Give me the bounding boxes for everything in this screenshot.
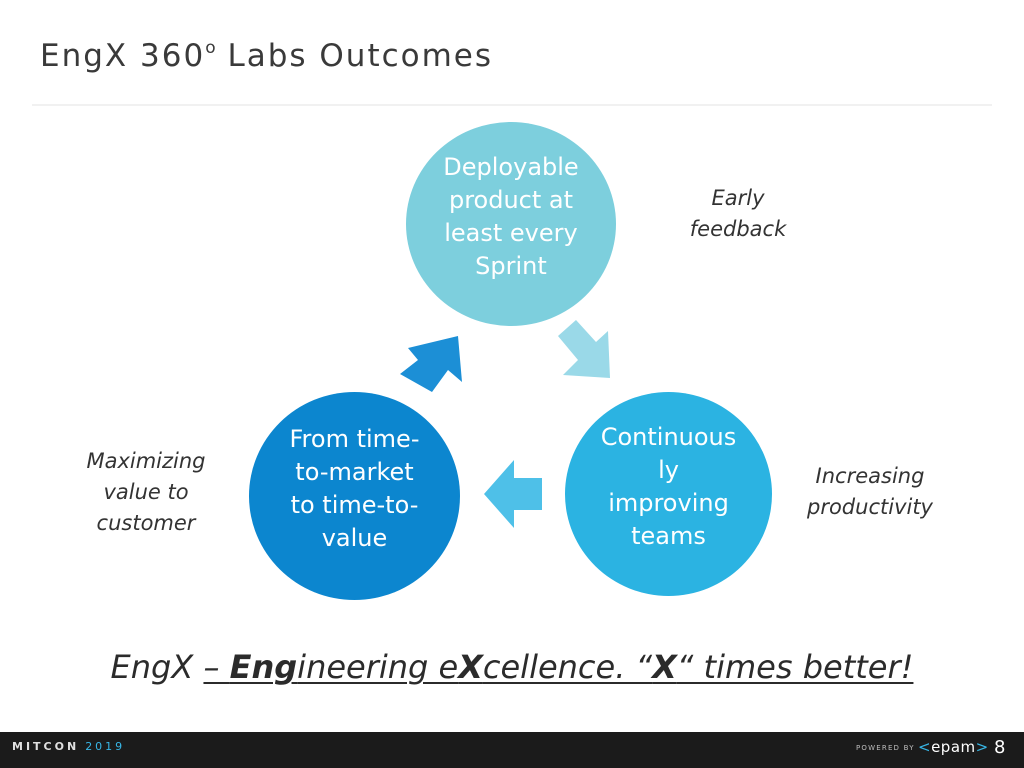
footer-bar: MITCON 2019 POWERED BY <epam> 8 [0,732,1024,768]
epam-logo: <epam> [918,738,989,756]
arrow-right-to-left-icon [484,460,542,528]
title-text: EngX 360 [40,38,206,74]
powered-by-label: POWERED BY [856,744,915,752]
page-number: 8 [994,737,1006,758]
tagline-rest: “ times better! [676,648,914,686]
tagline-lead: EngX [110,648,204,686]
tagline-dash: – [203,648,230,686]
epam-name: epam [931,738,976,756]
tagline-cellence: cellence. “ [482,648,653,686]
arrow-top-to-right-icon [558,320,610,378]
slide-title: EngX 360o Labs Outcomes [40,38,493,74]
tagline: EngX – Engineering eXcellence. “X“ times… [0,648,1024,686]
cycle-node-deployable: Deployable product at least every Sprint [406,122,616,326]
epam-bracket-left: < [918,738,932,756]
mitcon-logo: MITCON 2019 [12,740,125,753]
mitcon-logo-year: 2019 [85,740,126,753]
title-divider [32,104,992,106]
mitcon-logo-text: MITCON [12,740,80,753]
note-increasing-productivity: Increasing productivity [807,464,933,519]
note-maximizing-value: Maximizing value to customer [86,449,206,535]
cycle-node-value: From time- to-market to time-to- value [249,392,460,600]
epam-bracket-right: > [975,738,989,756]
tagline-x: X [458,648,483,686]
tagline-eng: Eng [229,648,298,686]
tagline-ineering: ineering e [297,648,459,686]
tagline-underlined: – Engineering eXcellence. “X“ times bett… [203,648,913,686]
tagline-x2: X [652,648,677,686]
title-degree: o [205,38,216,58]
title-rest: Labs Outcomes [215,38,494,74]
cycle-node-improving-label: Continuous ly improving teams [600,423,737,550]
arrow-left-to-top-icon [400,336,462,392]
cycle-node-improving: Continuous ly improving teams [565,392,772,596]
cycle-node-value-label: From time- to-market to time-to- value [289,425,420,552]
cycle-node-deployable-label: Deployable product at least every Sprint [443,153,579,280]
note-early-feedback: Early feedback [689,186,787,241]
